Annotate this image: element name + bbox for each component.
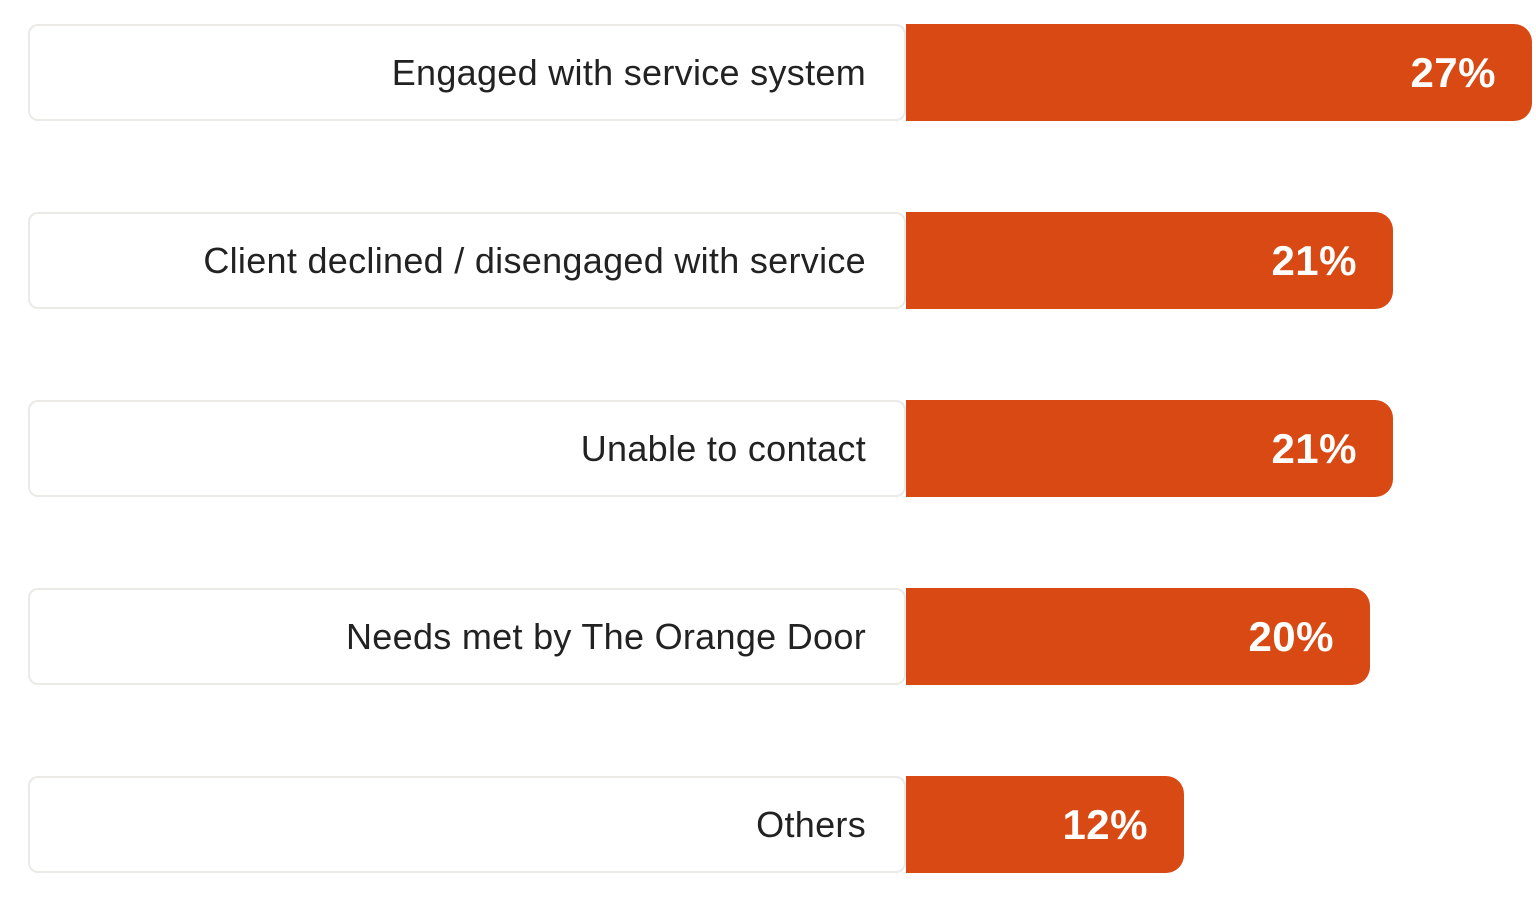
bar-segment: 27%	[906, 24, 1532, 121]
category-label: Others	[756, 803, 866, 845]
bar-row-others: Others 12%	[28, 776, 1536, 873]
value-label: 20%	[1248, 612, 1334, 660]
category-label: Engaged with service system	[391, 51, 866, 93]
category-label-box: Client declined / disengaged with servic…	[28, 212, 906, 309]
category-label-box: Unable to contact	[28, 400, 906, 497]
value-label: 21%	[1271, 236, 1357, 284]
value-label: 21%	[1271, 424, 1357, 472]
category-label-box: Needs met by The Orange Door	[28, 588, 906, 685]
bar-segment: 21%	[906, 400, 1393, 497]
bar-row-needs-met-by-the-orange-door: Needs met by The Orange Door 20%	[28, 588, 1536, 685]
value-label: 27%	[1410, 48, 1496, 96]
category-label-box: Engaged with service system	[28, 24, 906, 121]
category-label-box: Others	[28, 776, 906, 873]
category-label: Client declined / disengaged with servic…	[203, 239, 866, 281]
bar-row-engaged-with-service-system: Engaged with service system 27%	[28, 24, 1536, 121]
bar-segment: 12%	[906, 776, 1184, 873]
bar-segment: 20%	[906, 588, 1370, 685]
bar-segment: 21%	[906, 212, 1393, 309]
category-label: Needs met by The Orange Door	[346, 615, 866, 657]
category-label: Unable to contact	[580, 427, 866, 469]
bar-row-client-declined-disengaged: Client declined / disengaged with servic…	[28, 212, 1536, 309]
value-label: 12%	[1062, 800, 1148, 848]
bar-row-unable-to-contact: Unable to contact 21%	[28, 400, 1536, 497]
